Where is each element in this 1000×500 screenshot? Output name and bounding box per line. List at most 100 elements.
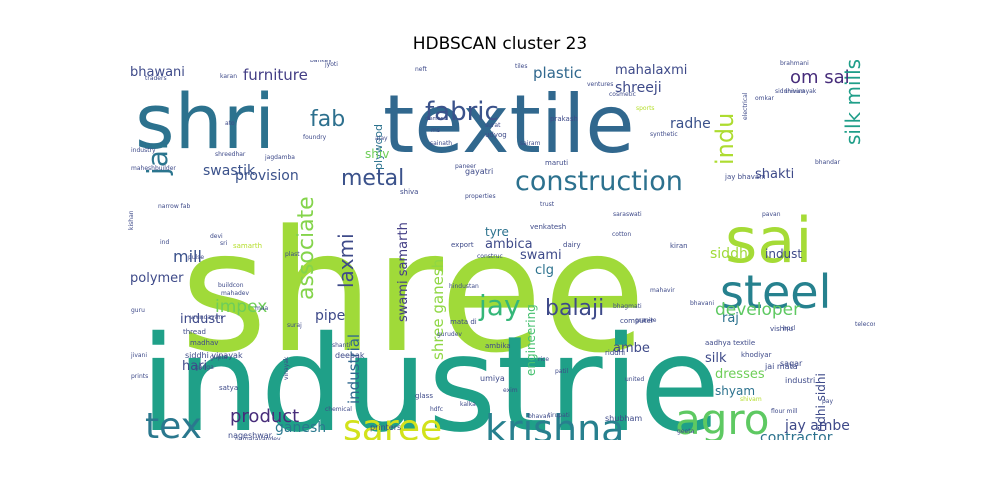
word-surat: surat xyxy=(485,122,501,129)
word-shiva: shiva xyxy=(400,188,418,196)
word-contractor: contractor xyxy=(760,430,833,440)
word-export: export xyxy=(451,241,474,249)
word-swami-samarth: swami samarth xyxy=(396,222,411,322)
word-ambika: ambika xyxy=(485,342,511,350)
word-balaji: balaji xyxy=(545,296,604,321)
word-textile: textile xyxy=(383,78,635,171)
word-chemical: chemical xyxy=(325,406,352,413)
word-steel: steel xyxy=(720,265,831,319)
word-ind: ind xyxy=(160,239,169,246)
word-synthetic: synthetic xyxy=(650,131,678,138)
word-computer: computer xyxy=(620,317,654,325)
word-electrical: electrical xyxy=(742,92,749,120)
word-siddhi-vinayak: siddhi vinayak xyxy=(185,351,243,360)
word-shubham: shubham xyxy=(605,414,642,423)
word-foundry: foundry xyxy=(303,134,327,141)
word-furniture: furniture xyxy=(243,66,308,84)
word-mata-di: mata di xyxy=(450,318,477,326)
word-omkar: omkar xyxy=(755,95,775,102)
word-construction: construction xyxy=(515,166,683,197)
word-granite: granite xyxy=(635,317,657,324)
word-indu: indu xyxy=(711,113,739,165)
word-indust: indust xyxy=(765,247,802,261)
word-om-sai: om sai xyxy=(790,67,850,88)
word-jai-mata: jai mata xyxy=(764,362,798,371)
word-vishnu: vishnu xyxy=(770,325,793,333)
word-glass: glass xyxy=(415,392,433,400)
word-maruti: maruti xyxy=(545,159,568,167)
word-vinayak: vinayak xyxy=(283,356,290,380)
word-ajay: ajay xyxy=(375,135,388,142)
word-hindustan: hindustan xyxy=(449,283,479,290)
word-shakti: shakti xyxy=(755,167,794,182)
word-pay: pay xyxy=(822,398,833,405)
word-jivani: jivani xyxy=(130,352,147,359)
word-shyam: shyam xyxy=(715,384,755,398)
word-provision: provision xyxy=(235,168,299,184)
word-shanti: shanti xyxy=(332,342,351,349)
word-clg: clg xyxy=(535,263,554,278)
word-tiles: tiles xyxy=(515,63,528,70)
word-gayatri: gayatri xyxy=(465,167,493,176)
word-umiya: umiya xyxy=(480,374,505,383)
word-khodiyar: khodiyar xyxy=(741,351,772,359)
word-industr: industr xyxy=(180,312,226,327)
word-metal: metal xyxy=(341,166,404,191)
word-shree-ganesh: shree ganesh xyxy=(429,259,447,360)
word-bankey: bankey xyxy=(310,60,332,64)
word-pavan: pavan xyxy=(762,211,781,218)
word-swastik: swastik xyxy=(203,163,256,179)
word-tex: tex xyxy=(145,406,202,440)
word-shree: shree xyxy=(180,194,646,390)
word-plastic: plastic xyxy=(533,64,582,82)
word-trust: trust xyxy=(540,201,555,208)
word-properties: properties xyxy=(465,193,496,200)
word-tirupati: tirupati xyxy=(548,412,570,419)
word-shreedhar: shreedhar xyxy=(215,151,246,158)
word-hdfc: hdfc xyxy=(430,406,443,413)
word-bhavan: bhavan xyxy=(528,413,551,420)
word-sagar: sagar xyxy=(780,359,803,368)
word-shri: shri xyxy=(135,77,275,166)
word-deepak: deepak xyxy=(335,351,365,360)
word-kishan: kishan xyxy=(128,210,135,230)
word-silk-mills: silk mills xyxy=(841,60,865,145)
word-sri: sri xyxy=(220,240,228,247)
word-bhavani: bhavani xyxy=(690,300,714,307)
word-kalka: kalka xyxy=(460,401,476,408)
word-udyog: udyog xyxy=(485,131,507,139)
word-siddhi: siddhi xyxy=(710,246,752,262)
word-fab: fab xyxy=(310,107,345,132)
word-telecom: telecom xyxy=(855,321,875,328)
word-united: united xyxy=(625,376,644,383)
word-samarth: samarth xyxy=(233,242,262,250)
word-mahadev: mahadev xyxy=(221,290,250,297)
word-ato: ato xyxy=(225,120,235,127)
word-shrinath: shrinath xyxy=(785,89,806,95)
word-karan: karan xyxy=(220,73,237,80)
word-industrie: industrie xyxy=(140,308,720,440)
word-construc: construc xyxy=(477,253,503,260)
word-gurudev: gurudev xyxy=(437,331,462,338)
chart-title: HDBSCAN cluster 23 xyxy=(412,34,588,54)
word-plywood: plywood xyxy=(372,124,385,170)
word-siddhivinayak: siddhivinayak xyxy=(775,88,817,95)
word-associate: associate xyxy=(294,196,319,300)
word-hari: hari xyxy=(182,359,207,374)
word-sainath: sainath xyxy=(430,140,452,147)
word-kiran: kiran xyxy=(670,242,688,250)
word-mill: mill xyxy=(173,247,202,266)
word-jay-ambe: jay ambe xyxy=(784,418,850,434)
word-geeta: geeta xyxy=(677,428,695,435)
word-flour-mill: flour mill xyxy=(771,408,798,415)
word-sai: sai xyxy=(725,204,813,277)
word-guru: guru xyxy=(131,307,145,314)
word-silk: silk xyxy=(705,351,727,366)
word-ambica: ambica xyxy=(485,237,533,252)
word-maheshbuilder: maheshbuilder xyxy=(131,165,176,172)
word-agro: agro xyxy=(675,395,769,440)
word-patil: patil xyxy=(555,368,569,375)
word-dresses: dresses xyxy=(715,367,765,382)
word-cotton: cotton xyxy=(612,231,631,238)
